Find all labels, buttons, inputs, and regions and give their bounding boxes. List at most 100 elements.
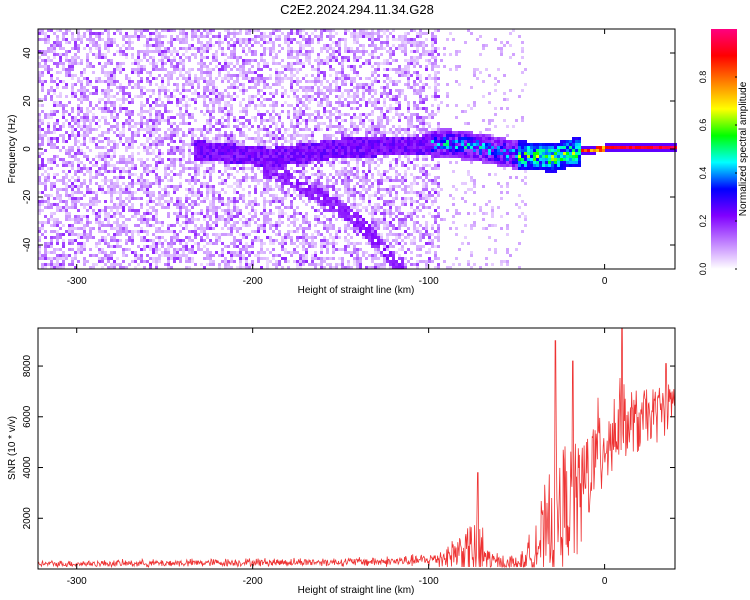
heatmap-cell [125, 185, 128, 188]
heatmap-cell [128, 77, 131, 80]
heatmap-cell [71, 191, 74, 194]
heatmap-cell [224, 158, 227, 161]
heatmap-cell [341, 215, 344, 218]
heatmap-cell [326, 35, 329, 38]
heatmap-cell [161, 224, 164, 227]
heatmap-cell [74, 206, 77, 209]
heatmap-cell [305, 119, 308, 122]
heatmap-cell [53, 143, 56, 146]
heatmap-cell [281, 257, 284, 260]
heatmap-cell [101, 107, 104, 110]
heatmap-cell [59, 92, 62, 95]
heatmap-cell [113, 260, 116, 263]
heatmap-cell [62, 146, 65, 149]
heatmap-cell [95, 137, 98, 140]
heatmap-cell [146, 38, 149, 41]
heatmap-cell [104, 62, 107, 65]
heatmap-cell [77, 35, 80, 38]
heatmap-cell [251, 80, 254, 83]
heatmap-cell [77, 62, 80, 65]
heatmap-cell [95, 176, 98, 179]
heatmap-cell [149, 257, 152, 260]
heatmap-cell [155, 137, 158, 140]
heatmap-cell [182, 47, 185, 50]
heatmap-cell [335, 71, 338, 74]
heatmap-cell [74, 122, 77, 125]
heatmap-cell [71, 86, 74, 89]
heatmap-cell [203, 200, 206, 203]
heatmap-cell [47, 65, 50, 68]
heatmap-cell [326, 239, 329, 242]
heatmap-cell [164, 206, 167, 209]
heatmap-cell [194, 143, 197, 146]
heatmap-cell [242, 134, 245, 137]
heatmap-cell [173, 239, 176, 242]
heatmap-cell [71, 47, 74, 50]
heatmap-cell [209, 173, 212, 176]
heatmap-cell [272, 158, 275, 161]
heatmap-cell [194, 98, 197, 101]
heatmap-cell [80, 128, 83, 131]
heatmap-cell [74, 95, 77, 98]
heatmap-cell [182, 29, 185, 32]
heatmap-cell [344, 245, 347, 248]
heatmap-cell [359, 263, 362, 266]
heatmap-cell [269, 35, 272, 38]
heatmap-cell [149, 197, 152, 200]
heatmap-cell [287, 134, 290, 137]
heatmap-cell [158, 104, 161, 107]
heatmap-cell [179, 128, 182, 131]
heatmap-cell [164, 185, 167, 188]
heatmap-cell [251, 161, 254, 164]
heatmap-cell [38, 137, 41, 140]
heatmap-cell [275, 149, 278, 152]
heatmap-cell [272, 143, 275, 146]
heatmap-cell [209, 83, 212, 86]
heatmap-cell [152, 56, 155, 59]
heatmap-cell [323, 194, 326, 197]
heatmap-cell [296, 140, 299, 143]
heatmap-cell [80, 167, 83, 170]
heatmap-cell [239, 239, 242, 242]
heatmap-cell [308, 89, 311, 92]
heatmap-cell [197, 173, 200, 176]
heatmap-cell [290, 158, 293, 161]
heatmap-cell [248, 203, 251, 206]
heatmap-cell [236, 254, 239, 257]
heatmap-cell [215, 50, 218, 53]
heatmap-cell [155, 182, 158, 185]
heatmap-cell [50, 74, 53, 77]
heatmap-cell [326, 191, 329, 194]
heatmap-cell [188, 104, 191, 107]
heatmap-cell [317, 53, 320, 56]
heatmap-cell [44, 131, 47, 134]
heatmap-cell [305, 239, 308, 242]
heatmap-cell [146, 179, 149, 182]
heatmap-cell [62, 224, 65, 227]
heatmap-cell [293, 68, 296, 71]
heatmap-cell [323, 197, 326, 200]
heatmap-cell [86, 95, 89, 98]
heatmap-cell [209, 239, 212, 242]
heatmap-cell [68, 215, 71, 218]
heatmap-cell [266, 149, 269, 152]
heatmap-cell [74, 152, 77, 155]
heatmap-cell [236, 149, 239, 152]
heatmap-cell [128, 185, 131, 188]
heatmap-cell [302, 38, 305, 41]
heatmap-cell [116, 257, 119, 260]
heatmap-cell [116, 233, 119, 236]
heatmap-cell [212, 68, 215, 71]
heatmap-cell [299, 35, 302, 38]
heatmap-cell [143, 164, 146, 167]
heatmap-cell [251, 44, 254, 47]
heatmap-cell [308, 56, 311, 59]
heatmap-cell [68, 146, 71, 149]
heatmap-cell [206, 191, 209, 194]
heatmap-cell [110, 62, 113, 65]
heatmap-cell [128, 92, 131, 95]
heatmap-cell [137, 62, 140, 65]
heatmap-cell [95, 122, 98, 125]
heatmap-cell [233, 206, 236, 209]
heatmap-cell [347, 263, 350, 266]
